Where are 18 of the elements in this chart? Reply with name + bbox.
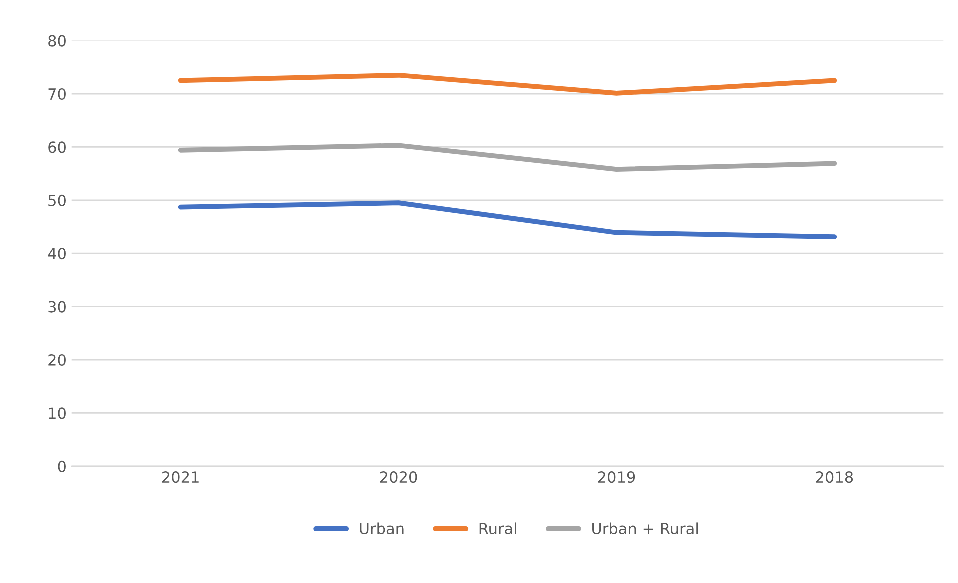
line-series [178, 143, 838, 172]
y-tick-label: 20 [48, 354, 66, 366]
y-tick-label: 10 [49, 408, 66, 420]
line-series [178, 200, 838, 240]
x-tick-label: 2020 [380, 472, 418, 484]
y-tick-label: 60 [48, 142, 66, 154]
y-tick-label: 30 [48, 301, 66, 313]
y-tick-label: 0 [58, 460, 66, 472]
y-tick-label: 40 [48, 248, 66, 260]
x-tick-label: 2018 [816, 472, 854, 484]
legend-label: Urban + Rural [592, 522, 698, 535]
y-tick-label: 70 [48, 88, 66, 100]
x-tick-label: 2019 [598, 472, 636, 484]
legend-label: Urban [360, 522, 404, 535]
legend-label: Rural [480, 522, 516, 535]
x-tick-label: 2021 [162, 472, 199, 484]
y-tick-label: 50 [48, 194, 66, 206]
y-tick-label: 80 [48, 35, 66, 47]
